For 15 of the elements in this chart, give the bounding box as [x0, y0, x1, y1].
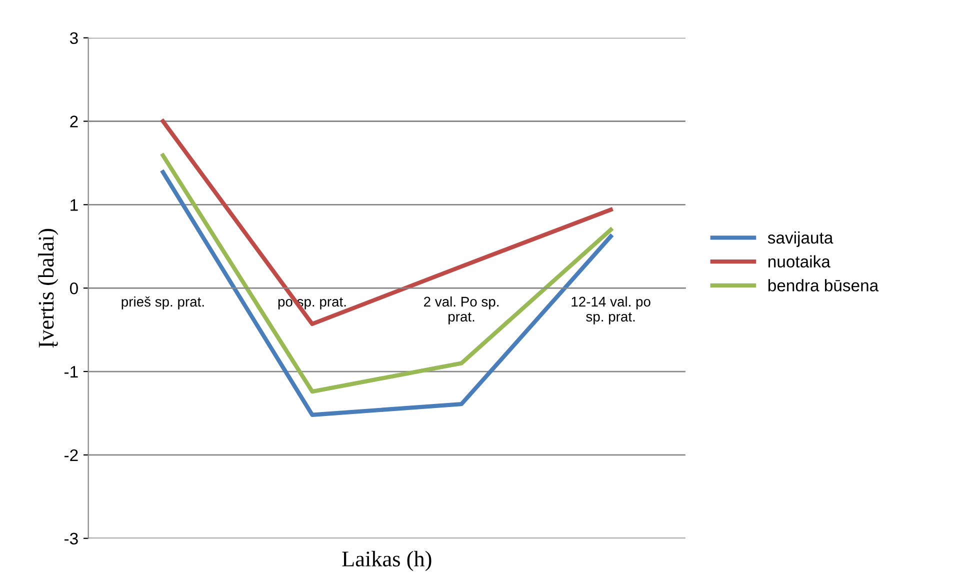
y-tick-label: -3 — [64, 532, 78, 545]
x-tick-label: 2 val. Po sp. prat. — [424, 296, 498, 324]
y-tick-label: 0 — [70, 282, 78, 294]
x-tick-label: prieš sp. prat. — [122, 296, 204, 310]
y-tick-label: 2 — [70, 116, 78, 128]
legend-label: nuotaika — [768, 255, 830, 268]
y-tick-label: 3 — [70, 32, 78, 44]
y-tick-label: -2 — [64, 449, 78, 461]
legend-label: savijauta — [768, 231, 834, 247]
y-tick-label: 1 — [70, 199, 78, 211]
x-axis-title: Laikas (h) — [342, 550, 432, 572]
x-tick-label: 12-14 val. po sp. prat. — [572, 296, 650, 324]
legend-label: bendra būsena — [768, 279, 879, 292]
y-axis-title: Įvertis (balai) — [38, 228, 58, 348]
y-tick-label: -1 — [64, 366, 78, 378]
